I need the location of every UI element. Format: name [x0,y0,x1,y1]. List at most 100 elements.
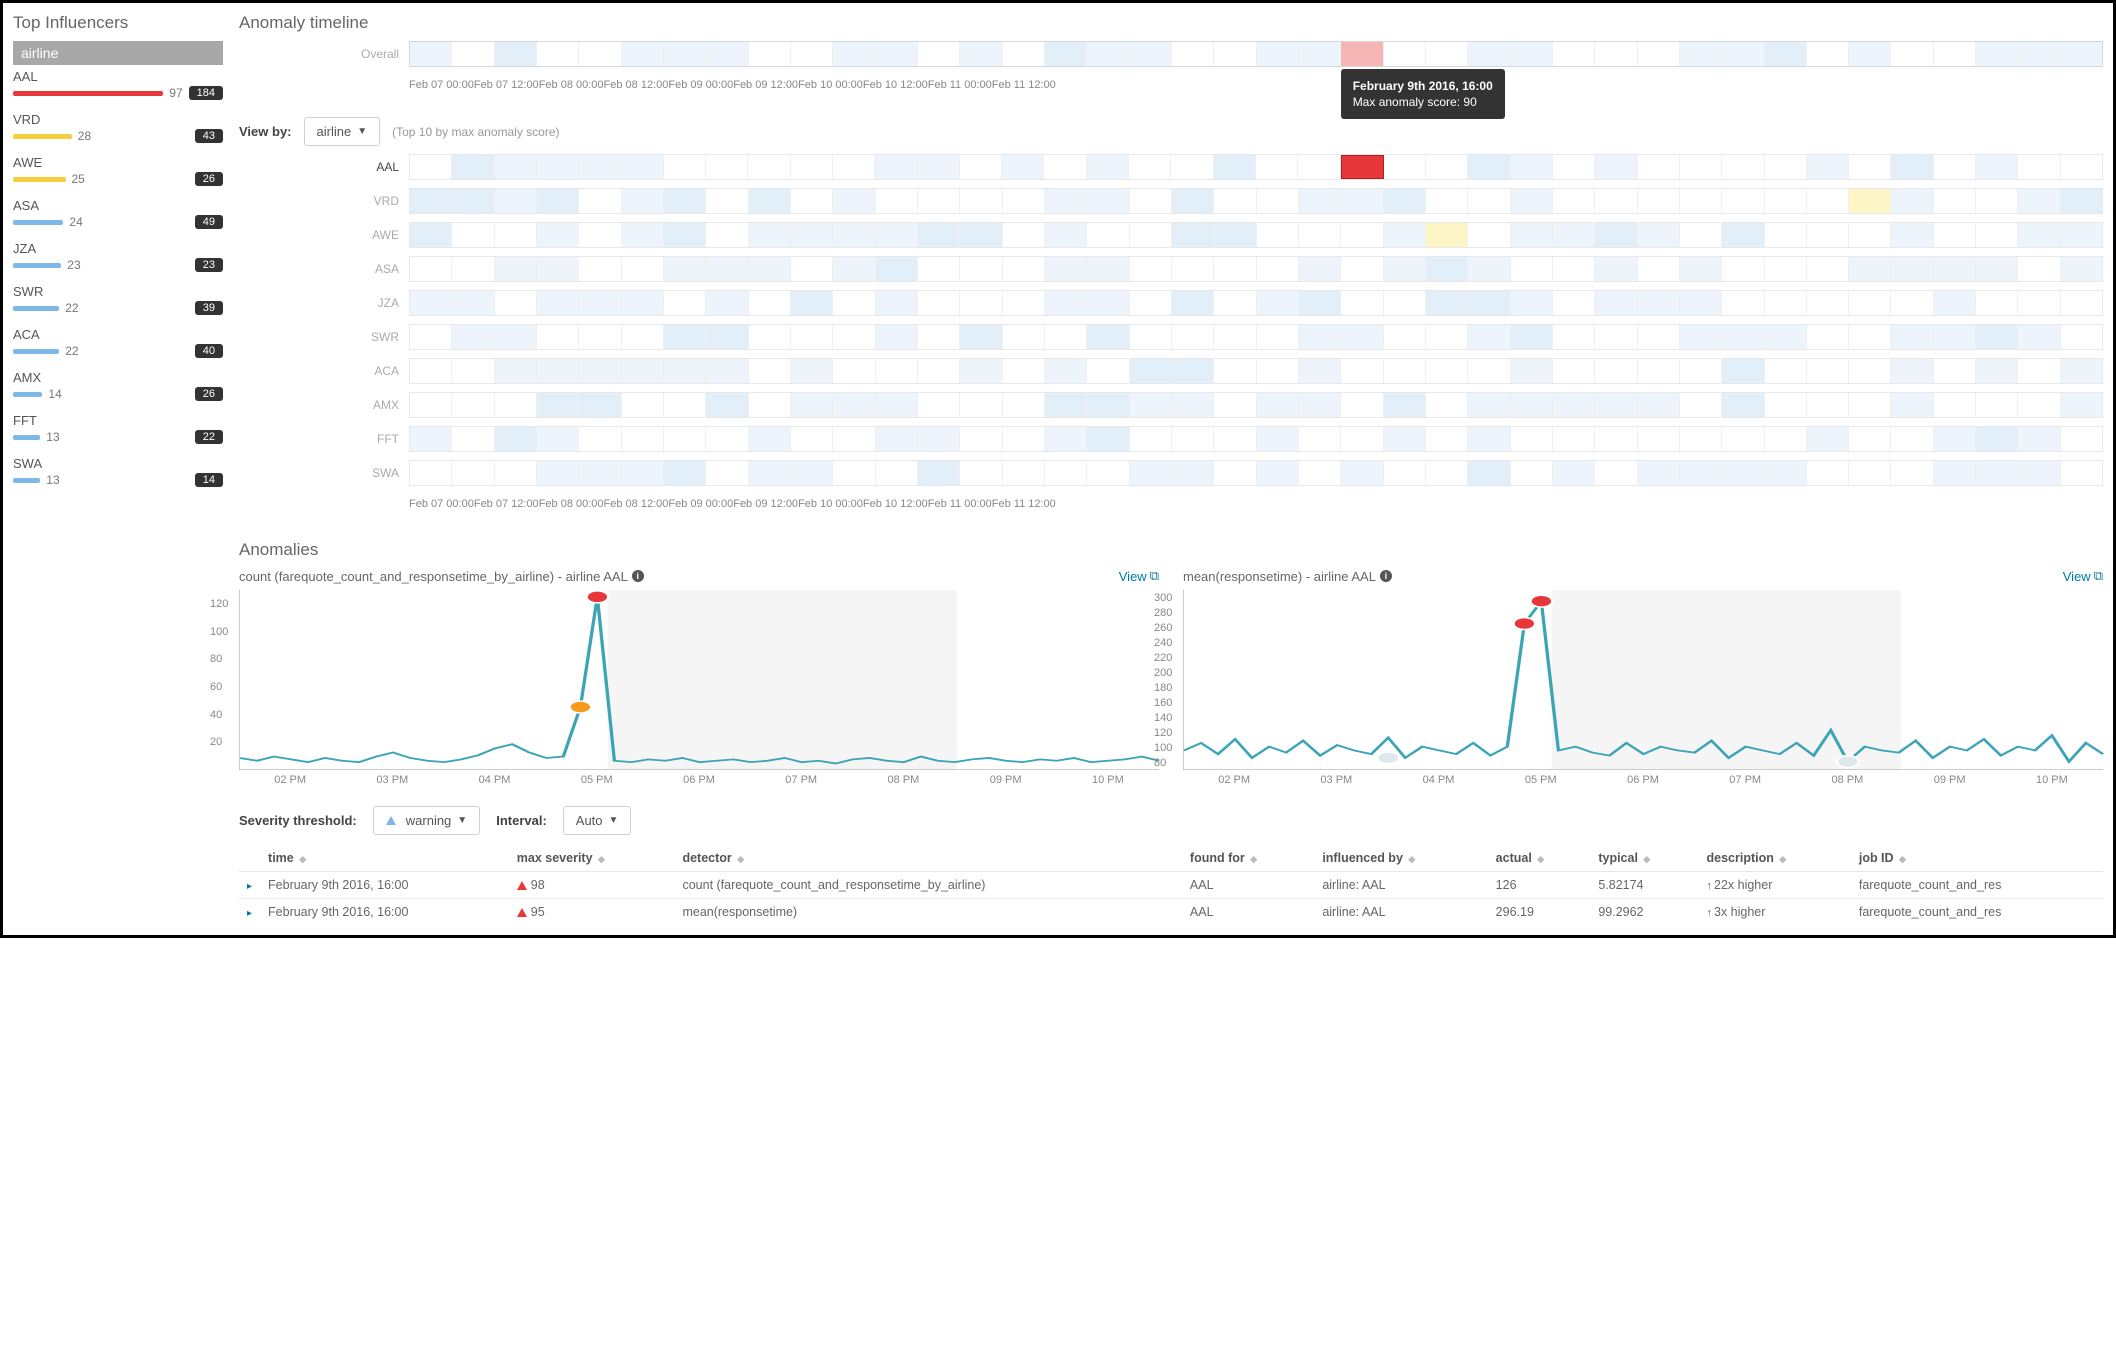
timeline-cell[interactable] [1553,359,1595,383]
table-header[interactable]: typical ◆ [1590,845,1698,872]
timeline-cell[interactable] [1426,359,1468,383]
severity-threshold-select[interactable]: warning ▼ [373,806,480,835]
timeline-cell[interactable] [1765,461,1807,485]
timeline-cell[interactable] [1680,155,1722,179]
timeline-cell[interactable] [1172,427,1214,451]
timeline-cell[interactable] [2061,291,2102,315]
timeline-cell[interactable] [918,393,960,417]
timeline-cell[interactable] [1087,359,1129,383]
timeline-cell[interactable] [1468,189,1510,213]
timeline-cell[interactable] [1341,42,1383,66]
timeline-cell[interactable] [1553,155,1595,179]
timeline-cell[interactable] [875,155,917,179]
timeline-cell[interactable] [1045,223,1087,247]
timeline-cell[interactable] [1722,223,1764,247]
timeline-cell[interactable] [1003,42,1045,66]
timeline-cell[interactable] [1680,223,1722,247]
timeline-cell[interactable] [749,257,791,281]
timeline-cell[interactable] [1976,359,2018,383]
timeline-cell[interactable] [1638,427,1680,451]
timeline-cell[interactable] [2018,155,2060,179]
swimlane-row[interactable] [409,460,2103,486]
timeline-cell[interactable] [1807,189,1849,213]
timeline-cell[interactable] [1680,461,1722,485]
timeline-cell[interactable] [833,325,875,349]
timeline-cell[interactable] [579,359,621,383]
timeline-cell[interactable] [918,189,960,213]
timeline-cell[interactable] [1891,359,1933,383]
timeline-cell[interactable] [1638,359,1680,383]
timeline-cell[interactable] [2018,427,2060,451]
timeline-cell[interactable] [1087,291,1129,315]
timeline-cell[interactable] [749,461,791,485]
timeline-cell[interactable] [833,393,875,417]
timeline-cell[interactable] [1299,427,1341,451]
timeline-cell[interactable] [452,291,494,315]
influencer-item[interactable]: ACA 22 40 [13,323,223,366]
timeline-cell[interactable] [1934,359,1976,383]
timeline-cell[interactable] [1722,393,1764,417]
timeline-cell[interactable] [1976,223,2018,247]
timeline-cell[interactable] [960,189,1002,213]
timeline-cell[interactable] [1298,155,1340,179]
interval-select[interactable]: Auto ▼ [563,806,632,835]
timeline-cell[interactable] [1511,189,1553,213]
chart-body[interactable]: 20406080100120 [239,590,1159,770]
timeline-cell[interactable] [495,291,537,315]
timeline-cell[interactable] [706,427,748,451]
timeline-cell[interactable] [664,257,706,281]
anomaly-marker[interactable] [1377,752,1399,764]
timeline-cell[interactable] [1044,155,1086,179]
timeline-cell[interactable] [1172,189,1214,213]
timeline-cell[interactable] [1257,42,1299,66]
timeline-cell[interactable] [1468,223,1510,247]
timeline-cell[interactable] [452,223,494,247]
timeline-cell[interactable] [1257,223,1299,247]
timeline-cell[interactable] [1045,189,1087,213]
timeline-cell[interactable] [1595,155,1637,179]
timeline-cell[interactable] [1384,189,1426,213]
timeline-cell[interactable] [621,155,663,179]
timeline-cell[interactable] [1680,291,1722,315]
timeline-cell[interactable] [1341,427,1383,451]
timeline-cell[interactable] [1891,189,1933,213]
timeline-cell[interactable] [1934,42,1976,66]
timeline-cell[interactable] [1341,325,1383,349]
timeline-cell[interactable] [1553,461,1595,485]
timeline-cell[interactable] [1299,257,1341,281]
timeline-cell[interactable] [918,223,960,247]
influencer-item[interactable]: SWA 13 14 [13,452,223,495]
timeline-cell[interactable] [664,393,706,417]
timeline-cell[interactable] [1765,155,1807,179]
timeline-cell[interactable] [1722,461,1764,485]
timeline-cell[interactable] [664,325,706,349]
timeline-cell[interactable] [1891,393,1933,417]
timeline-cell[interactable] [537,325,579,349]
timeline-cell[interactable] [1595,325,1637,349]
timeline-cell[interactable] [1003,393,1045,417]
timeline-cell[interactable] [1341,393,1383,417]
influencer-item[interactable]: JZA 23 23 [13,237,223,280]
timeline-cell[interactable] [537,461,579,485]
influencer-item[interactable]: AAL 97 184 [13,65,223,108]
timeline-cell[interactable] [1595,359,1637,383]
anomaly-marker[interactable] [1513,618,1535,630]
anomaly-marker[interactable] [569,701,591,713]
timeline-cell[interactable] [579,223,621,247]
timeline-cell[interactable] [579,461,621,485]
timeline-cell[interactable] [410,291,452,315]
timeline-cell[interactable] [1765,257,1807,281]
timeline-cell[interactable] [1934,189,1976,213]
timeline-cell[interactable] [1976,461,2018,485]
timeline-cell[interactable] [1891,325,1933,349]
timeline-cell[interactable] [706,257,748,281]
timeline-cell[interactable] [1722,359,1764,383]
timeline-cell[interactable] [579,291,621,315]
swimlane-row[interactable] [409,358,2103,384]
timeline-cell[interactable] [1511,427,1553,451]
timeline-cell[interactable] [579,325,621,349]
timeline-cell[interactable] [452,325,494,349]
timeline-cell[interactable] [1341,223,1383,247]
timeline-cell[interactable] [622,223,664,247]
timeline-cell[interactable] [1849,223,1891,247]
